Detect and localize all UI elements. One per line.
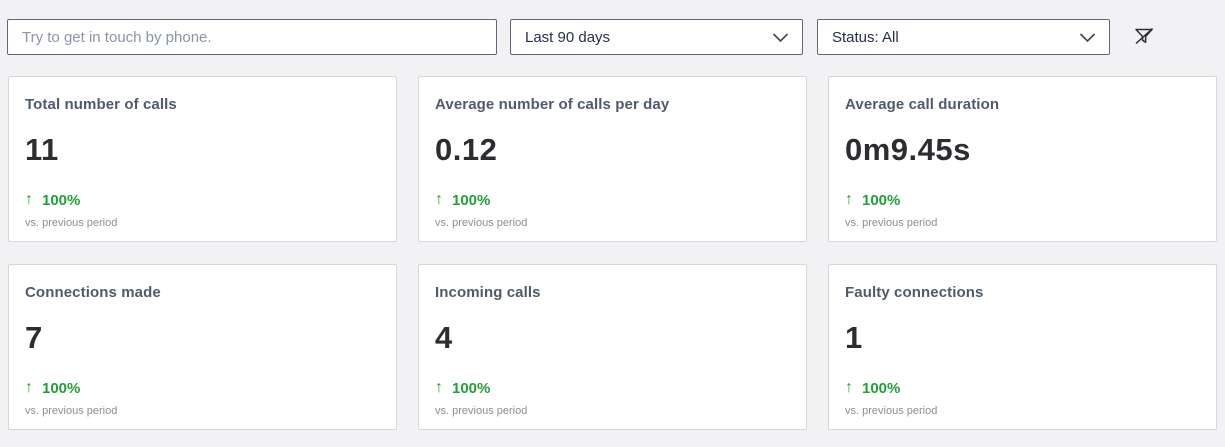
change-percent: 100% xyxy=(452,191,491,209)
card-title: Total number of calls xyxy=(25,96,177,113)
up-arrow-icon: ↑ xyxy=(435,191,443,208)
card-title: Average number of calls per day xyxy=(435,96,670,113)
comparison-label: vs. previous period xyxy=(435,217,528,229)
comparison-label: vs. previous period xyxy=(25,405,118,417)
kpi-card-faulty-connections: Faulty connections 1 ↑ 100% vs. previous… xyxy=(828,264,1217,430)
search-input[interactable] xyxy=(7,19,497,55)
up-arrow-icon: ↑ xyxy=(435,379,443,396)
filter-off-icon xyxy=(1132,24,1156,51)
card-change: ↑ 100% xyxy=(25,191,380,209)
card-change: ↑ 100% xyxy=(845,379,1200,397)
change-percent: 100% xyxy=(42,379,81,397)
chevron-down-icon xyxy=(1079,32,1096,43)
kpi-card-avg-call-duration: Average call duration 0m9.45s ↑ 100% vs.… xyxy=(828,76,1217,242)
change-percent: 100% xyxy=(862,379,901,397)
comparison-label: vs. previous period xyxy=(25,217,118,229)
up-arrow-icon: ↑ xyxy=(845,379,853,396)
up-arrow-icon: ↑ xyxy=(25,191,33,208)
card-title: Connections made xyxy=(25,284,161,301)
kpi-card-incoming-calls: Incoming calls 4 ↑ 100% vs. previous per… xyxy=(418,264,807,430)
chevron-down-icon xyxy=(772,32,789,43)
kpi-cards-grid: Total number of calls 11 ↑ 100% vs. prev… xyxy=(8,76,1217,430)
date-range-dropdown[interactable]: Last 90 days xyxy=(510,19,803,55)
card-change: ↑ 100% xyxy=(845,191,1200,209)
card-title: Average call duration xyxy=(845,96,1000,113)
kpi-card-avg-calls-per-day: Average number of calls per day 0.12 ↑ 1… xyxy=(418,76,807,242)
card-title: Faulty connections xyxy=(845,284,984,301)
kpi-card-connections-made: Connections made 7 ↑ 100% vs. previous p… xyxy=(8,264,397,430)
comparison-label: vs. previous period xyxy=(845,405,938,417)
change-percent: 100% xyxy=(862,191,901,209)
card-value: 0.12 xyxy=(435,132,498,167)
status-dropdown[interactable]: Status: All xyxy=(817,19,1110,55)
card-change: ↑ 100% xyxy=(25,379,380,397)
clear-filters-button[interactable] xyxy=(1129,22,1159,52)
card-change: ↑ 100% xyxy=(435,191,790,209)
card-value: 0m9.45s xyxy=(845,132,971,167)
up-arrow-icon: ↑ xyxy=(845,191,853,208)
card-value: 4 xyxy=(435,320,453,355)
card-change: ↑ 100% xyxy=(435,379,790,397)
comparison-label: vs. previous period xyxy=(435,405,528,417)
date-range-value: Last 90 days xyxy=(525,28,611,46)
kpi-card-total-calls: Total number of calls 11 ↑ 100% vs. prev… xyxy=(8,76,397,242)
change-percent: 100% xyxy=(452,379,491,397)
comparison-label: vs. previous period xyxy=(845,217,938,229)
status-value: Status: All xyxy=(832,28,899,46)
card-title: Incoming calls xyxy=(435,284,541,301)
card-value: 7 xyxy=(25,320,43,355)
up-arrow-icon: ↑ xyxy=(25,379,33,396)
card-value: 11 xyxy=(25,132,59,167)
filter-bar: Last 90 days Status: All xyxy=(0,0,1225,55)
change-percent: 100% xyxy=(42,191,81,209)
card-value: 1 xyxy=(845,320,863,355)
